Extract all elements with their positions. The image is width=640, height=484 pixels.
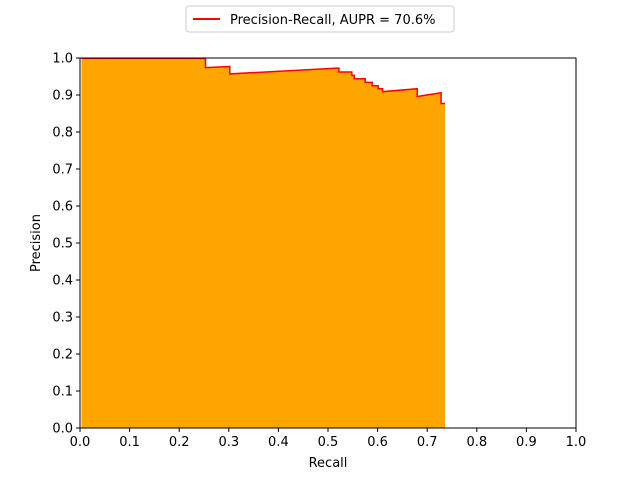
y-tick-label: 0.2 — [52, 348, 73, 363]
pr-curve-line — [81, 57, 446, 105]
pr-area-fill — [81, 58, 446, 429]
legend-entry-label: Precision-Recall, AUPR = 70.6% — [230, 13, 435, 28]
x-tick-label: 0.6 — [367, 435, 388, 450]
y-tick-label: 0.5 — [52, 237, 73, 252]
y-tick-label: 0.3 — [52, 311, 73, 326]
y-tick-label: 0.8 — [52, 126, 73, 141]
y-tick-label: 0.0 — [52, 422, 73, 437]
x-tick-label: 0.0 — [70, 435, 91, 450]
x-tick-label: 0.7 — [417, 435, 438, 450]
legend-frame — [185, 5, 455, 33]
x-tick-label: 0.5 — [318, 435, 339, 450]
y-tick-label: 0.9 — [52, 89, 73, 104]
x-axis-label: Recall — [309, 456, 348, 471]
x-axis-ticks: 0.0 0.1 0.2 0.3 0.4 0.5 0.6 0.7 0.8 0.9 1.0 — [70, 428, 587, 450]
y-tick-label: 0.1 — [52, 385, 73, 400]
y-tick-label: 0.4 — [52, 274, 73, 289]
x-tick-label: 1.0 — [566, 435, 587, 450]
x-tick-label: 0.2 — [169, 435, 190, 450]
x-tick-label: 0.1 — [119, 435, 140, 450]
y-tick-label: 0.7 — [52, 163, 73, 178]
x-tick-label: 0.4 — [268, 435, 289, 450]
y-tick-label: 0.6 — [52, 200, 73, 215]
x-tick-label: 0.3 — [218, 435, 239, 450]
y-axis-label: Precision — [29, 214, 44, 272]
x-tick-label: 0.8 — [466, 435, 487, 450]
legend: Precision-Recall, AUPR = 70.6% — [185, 5, 455, 33]
y-tick-label: 1.0 — [52, 52, 73, 67]
data-layer — [81, 57, 446, 429]
y-axis-ticks: 0.0 0.1 0.2 0.3 0.4 0.5 0.6 0.7 0.8 0.9 1.0 — [52, 52, 80, 437]
x-tick-label: 0.9 — [516, 435, 537, 450]
